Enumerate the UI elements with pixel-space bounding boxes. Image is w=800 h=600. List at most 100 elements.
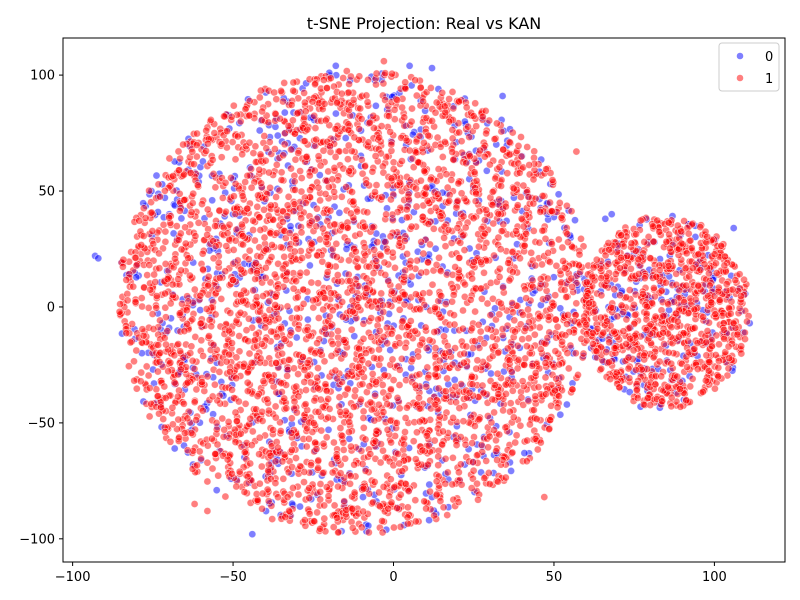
point-series-1: [323, 268, 332, 276]
point-series-1: [215, 367, 224, 376]
point-series-1: [180, 327, 189, 335]
point-series-1: [497, 227, 506, 235]
point-series-1: [187, 342, 196, 351]
point-series-1: [228, 138, 237, 146]
point-series-1: [448, 148, 457, 156]
point-series-1: [203, 205, 212, 214]
point-series-1: [248, 427, 257, 436]
point-series-1: [126, 338, 135, 347]
point-series-1: [473, 356, 482, 365]
point-series-1: [277, 176, 286, 184]
point-series-1: [355, 230, 364, 238]
point-series-1: [293, 109, 302, 117]
point-series-1: [139, 232, 148, 240]
point-series-1: [161, 394, 170, 402]
point-series-1: [372, 69, 381, 78]
point-series-0: [273, 131, 282, 140]
point-series-1: [219, 432, 228, 441]
point-series-1: [362, 179, 371, 188]
point-series-1: [267, 377, 276, 385]
point-series-1: [509, 184, 518, 193]
point-series-1: [217, 153, 226, 162]
point-series-1: [360, 243, 369, 251]
point-series-1: [257, 179, 265, 188]
point-series-1: [333, 513, 341, 522]
point-series-1: [247, 183, 256, 192]
point-series-1: [355, 344, 363, 353]
point-series-1: [339, 445, 348, 454]
point-series-1: [205, 332, 213, 340]
point-series-1: [494, 477, 502, 486]
point-series-1: [522, 294, 531, 303]
point-series-1: [190, 398, 199, 407]
point-series-1: [371, 188, 379, 196]
point-series-1: [511, 438, 520, 447]
point-series-1: [313, 339, 321, 347]
point-series-1: [252, 293, 261, 301]
point-series-1: [129, 282, 138, 291]
point-series-1: [273, 443, 282, 452]
point-series-1: [389, 158, 398, 167]
point-series-1: [396, 490, 405, 499]
point-series-1: [318, 469, 327, 477]
point-series-1: [400, 113, 409, 122]
point-series-1: [258, 489, 267, 498]
point-series-1: [155, 249, 163, 258]
point-series-1: [165, 154, 174, 163]
point-series-1: [367, 333, 375, 341]
point-series-1: [444, 225, 453, 234]
point-series-1: [258, 504, 266, 513]
point-series-0: [152, 171, 161, 180]
point-series-1: [426, 84, 435, 92]
point-series-1: [242, 326, 251, 335]
point-series-1: [455, 97, 463, 106]
point-series-1: [314, 279, 322, 288]
point-series-1: [459, 358, 468, 367]
point-series-1: [468, 274, 476, 283]
point-series-1: [294, 490, 303, 499]
point-series-1: [252, 259, 260, 268]
point-series-1: [271, 457, 280, 466]
point-series-1: [203, 441, 212, 450]
point-series-1: [456, 460, 465, 469]
point-series-1: [249, 149, 258, 157]
point-series-1: [541, 390, 550, 399]
point-series-1: [367, 405, 376, 414]
point-series-1: [203, 458, 212, 467]
point-series-1: [197, 378, 206, 386]
point-series-1: [394, 449, 402, 458]
point-series-1: [297, 214, 306, 222]
point-series-1: [157, 403, 165, 412]
point-series-1: [270, 145, 279, 153]
point-series-1: [279, 97, 287, 106]
point-series-1: [400, 440, 408, 449]
point-series-1: [123, 296, 132, 305]
point-series-1: [555, 360, 564, 369]
point-series-1: [485, 480, 494, 488]
point-series-1: [380, 371, 389, 379]
point-series-1: [247, 441, 256, 449]
point-series-1: [309, 419, 318, 427]
point-series-1: [543, 333, 552, 342]
point-series-1: [505, 276, 514, 285]
point-series-1: [428, 117, 436, 125]
point-series-1: [324, 394, 333, 403]
point-series-1: [554, 235, 563, 244]
point-series-1: [156, 192, 164, 201]
point-series-1: [245, 349, 254, 358]
point-series-1: [426, 240, 434, 249]
point-series-1: [227, 173, 235, 182]
point-series-1: [181, 223, 189, 232]
point-series-1: [364, 528, 373, 537]
point-series-1: [461, 440, 470, 449]
point-series-1: [474, 242, 483, 251]
point-series-1: [359, 484, 368, 493]
point-series-1: [381, 69, 390, 78]
point-series-1: [493, 456, 501, 464]
point-series-1: [548, 176, 557, 184]
point-series-1: [575, 261, 583, 270]
point-series-1: [449, 390, 457, 399]
point-series-1: [715, 340, 723, 349]
point-series-1: [264, 406, 273, 415]
